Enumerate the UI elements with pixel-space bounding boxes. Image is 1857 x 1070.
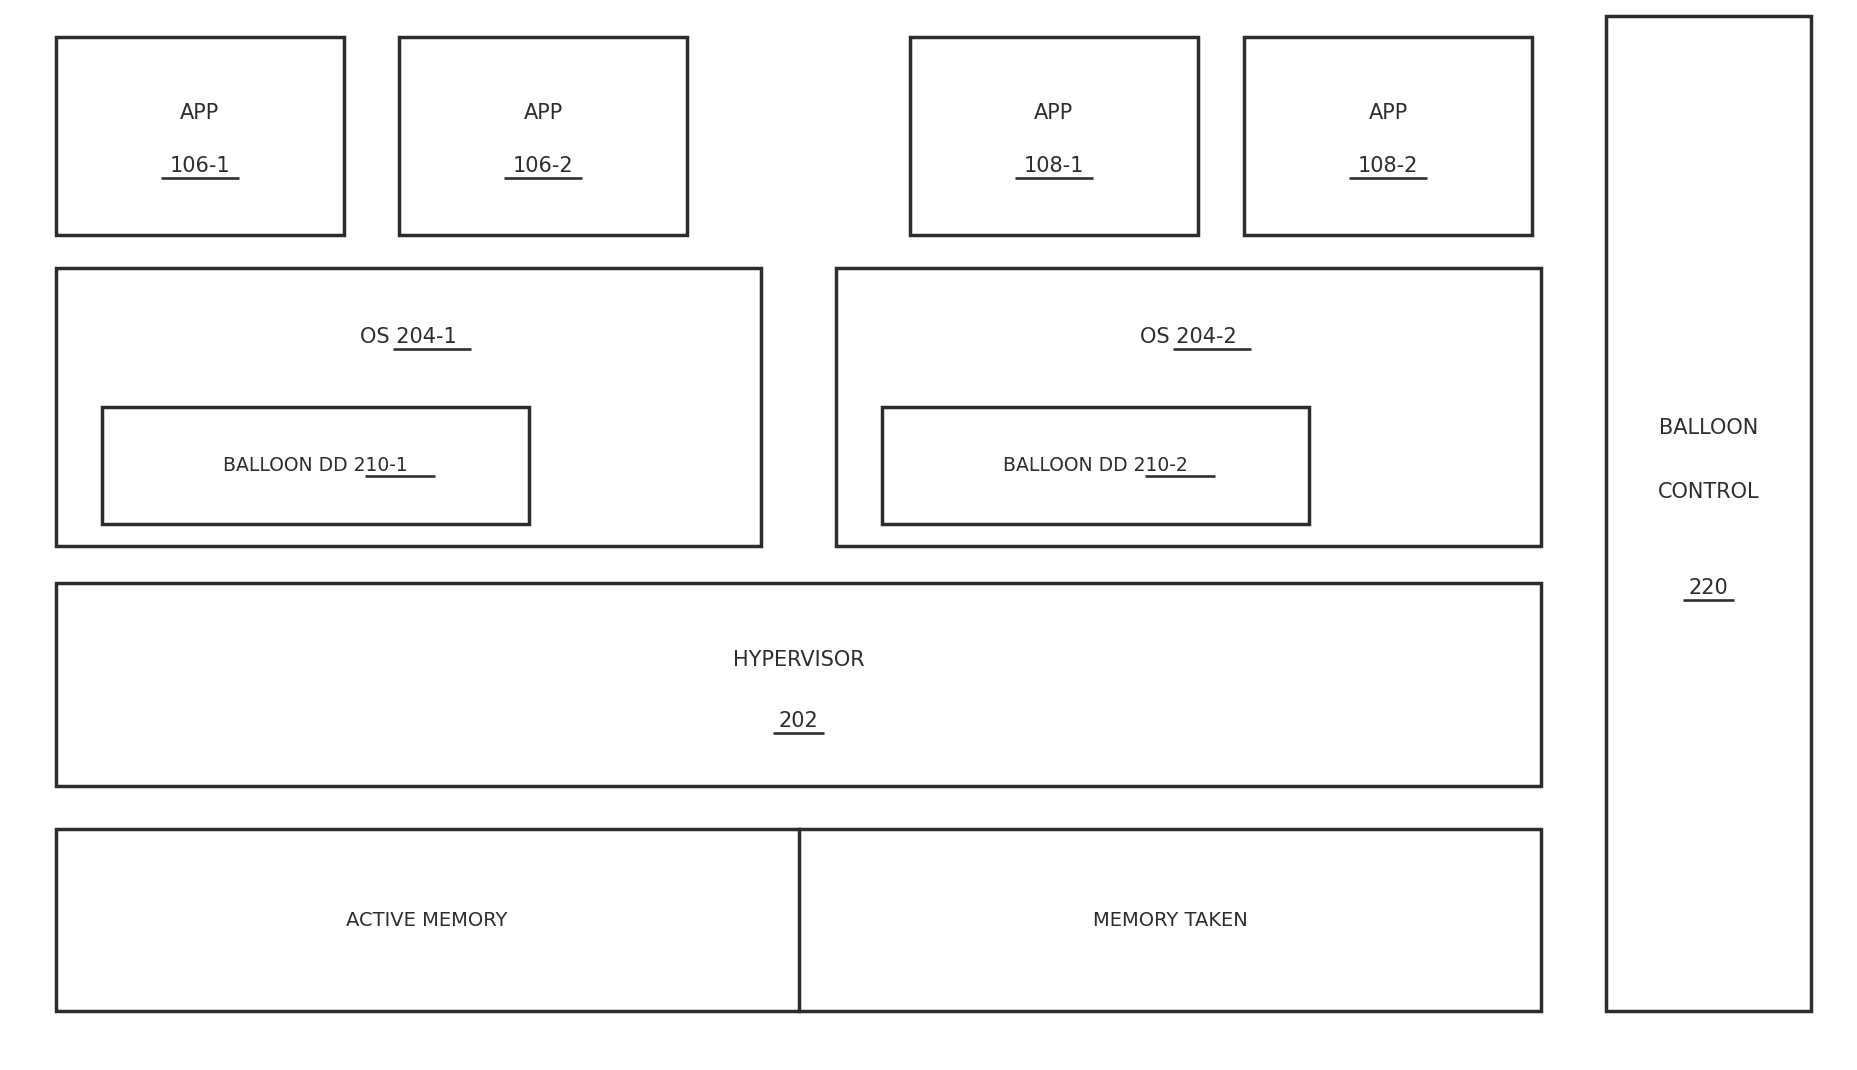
Bar: [882, 407, 1309, 524]
Text: BALLOON DD 210-1: BALLOON DD 210-1: [223, 456, 409, 475]
Bar: [56, 268, 761, 546]
Text: APP: APP: [1034, 103, 1073, 123]
Bar: [910, 37, 1198, 235]
Bar: [56, 37, 344, 235]
Text: 106-1: 106-1: [169, 156, 230, 177]
Text: ACTIVE MEMORY: ACTIVE MEMORY: [347, 911, 507, 930]
Bar: [1606, 16, 1811, 1011]
Bar: [56, 829, 1541, 1011]
Text: BALLOON DD 210-2: BALLOON DD 210-2: [1003, 456, 1188, 475]
Text: MEMORY TAKEN: MEMORY TAKEN: [1092, 911, 1248, 930]
Text: APP: APP: [1369, 103, 1408, 123]
Bar: [836, 268, 1541, 546]
Bar: [102, 407, 529, 524]
Text: 220: 220: [1688, 579, 1729, 598]
Text: APP: APP: [524, 103, 563, 123]
Text: 108-2: 108-2: [1357, 156, 1419, 177]
Bar: [1244, 37, 1532, 235]
Text: CONTROL: CONTROL: [1658, 483, 1759, 502]
Text: OS 204-2: OS 204-2: [1140, 327, 1237, 347]
Bar: [399, 37, 687, 235]
Text: OS 204-1: OS 204-1: [360, 327, 457, 347]
Text: HYPERVISOR: HYPERVISOR: [734, 651, 864, 671]
Bar: [56, 583, 1541, 786]
Text: 106-2: 106-2: [513, 156, 574, 177]
Text: 202: 202: [778, 712, 819, 732]
Text: 108-1: 108-1: [1023, 156, 1084, 177]
Text: BALLOON: BALLOON: [1658, 418, 1759, 438]
Text: APP: APP: [180, 103, 219, 123]
